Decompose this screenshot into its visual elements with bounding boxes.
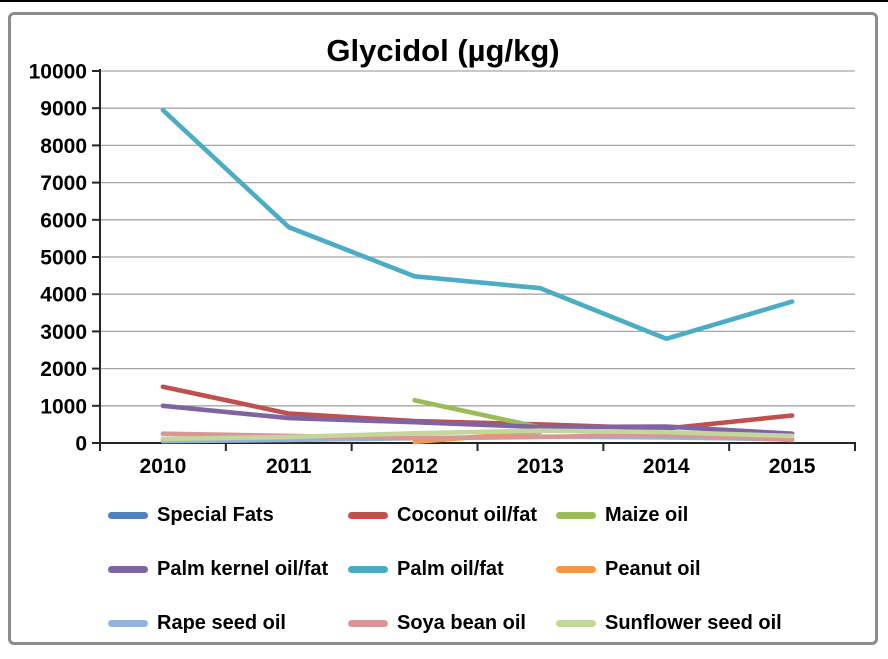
x-axis-label: 2015	[769, 455, 816, 478]
legend-swatch-icon	[108, 512, 148, 519]
y-axis-label: 2000	[40, 358, 87, 381]
chart-frame: Glycidol (µg/kg)	[8, 12, 878, 645]
series-line-coconut-oil-fat	[160, 384, 795, 431]
y-axis-label: 9000	[40, 98, 87, 121]
x-axis-label: 2013	[517, 455, 564, 478]
legend-item-palm-kernel-oil-fat: Palm kernel oil/fat	[108, 558, 348, 581]
x-axis-label: 2012	[391, 455, 438, 478]
legend-swatch-icon	[556, 566, 596, 573]
legend-swatch-icon	[108, 620, 148, 627]
legend-item-coconut-oil-fat: Coconut oil/fat	[348, 504, 556, 527]
legend-label: Rape seed oil	[157, 612, 286, 634]
series-line-palm-kernel-oil-fat	[160, 403, 795, 436]
x-axis-label: 2010	[140, 455, 187, 478]
legend-item-peanut-oil: Peanut oil	[556, 558, 701, 581]
legend-row: Rape seed oil Soya bean oil Sunflower seed…	[108, 612, 798, 635]
series-line-maize-oil	[412, 397, 543, 430]
legend-item-special-fats: Special Fats	[108, 504, 348, 527]
y-axis-label: 4000	[40, 284, 87, 307]
y-axis-label: 5000	[40, 247, 87, 270]
x-axis-label: 2014	[643, 455, 690, 478]
legend-label: Peanut oil	[605, 558, 701, 580]
y-axis-label: 0	[75, 433, 87, 456]
legend-label: Maize oil	[605, 504, 689, 526]
chart-legend: Special Fats Coconut oil/fat Maize oil Palm…	[108, 504, 798, 659]
legend-swatch-icon	[108, 566, 148, 573]
x-axis-label: 2011	[266, 455, 312, 478]
legend-item-sunflower-seed-oil: Sunflower seed oil	[556, 612, 782, 635]
legend-label: Coconut oil/fat	[397, 504, 537, 526]
legend-swatch-icon	[556, 620, 596, 627]
legend-swatch-icon	[348, 566, 388, 573]
legend-swatch-icon	[348, 512, 388, 519]
legend-label: Special Fats	[157, 504, 274, 526]
legend-label: Palm kernel oil/fat	[157, 558, 329, 580]
legend-row: Special Fats Coconut oil/fat Maize oil	[108, 504, 798, 527]
legend-item-palm-oil-fat: Palm oil/fat	[348, 558, 556, 581]
legend-label: Sunflower seed oil	[605, 612, 782, 634]
series-line-palm-oil-fat	[160, 107, 795, 342]
legend-row: Palm kernel oil/fat Palm oil/fat Peanut oi…	[108, 558, 798, 581]
y-axis-label: 8000	[40, 135, 87, 158]
legend-swatch-icon	[348, 620, 388, 627]
y-axis-label: 10000	[29, 61, 87, 84]
legend-label: Soya bean oil	[397, 612, 526, 634]
series-line-sunflower-seed-oil	[160, 428, 795, 442]
y-axis-label: 3000	[40, 321, 87, 344]
chart-title: Glycidol (µg/kg)	[326, 33, 560, 68]
legend-item-soya-bean-oil: Soya bean oil	[348, 612, 556, 635]
legend-label: Palm oil/fat	[397, 558, 504, 580]
top-border-line	[0, 0, 888, 2]
y-axis-label: 1000	[40, 395, 87, 418]
y-axis-label: 6000	[40, 209, 87, 232]
legend-item-rape-seed-oil: Rape seed oil	[108, 612, 348, 635]
y-axis-label: 7000	[40, 172, 87, 195]
legend-item-maize-oil: Maize oil	[556, 504, 688, 527]
legend-swatch-icon	[556, 512, 596, 519]
